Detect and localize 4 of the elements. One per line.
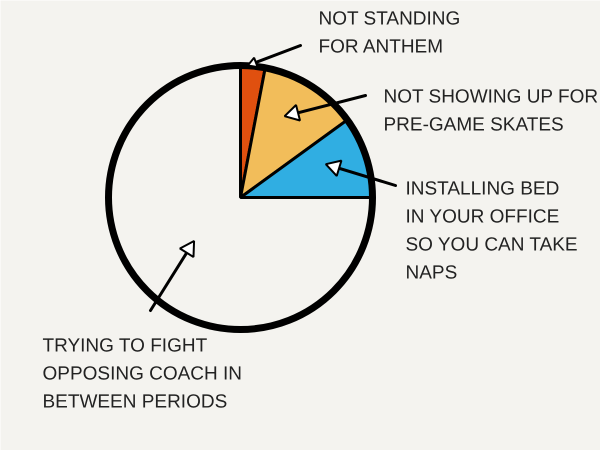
slice-label: NOT STANDING FOR ANTHEM	[318, 8, 460, 58]
slice-label: TRYING TO FIGHT OPPOSING COACH IN BETWEEN PERIODS	[42, 336, 242, 412]
slice-label: NOT SHOWING UP FOR PRE-GAME SKATES	[384, 86, 598, 136]
slice-label: INSTALLING BED IN YOUR OFFICE SO YOU CAN TAKE NAPS	[406, 178, 578, 284]
